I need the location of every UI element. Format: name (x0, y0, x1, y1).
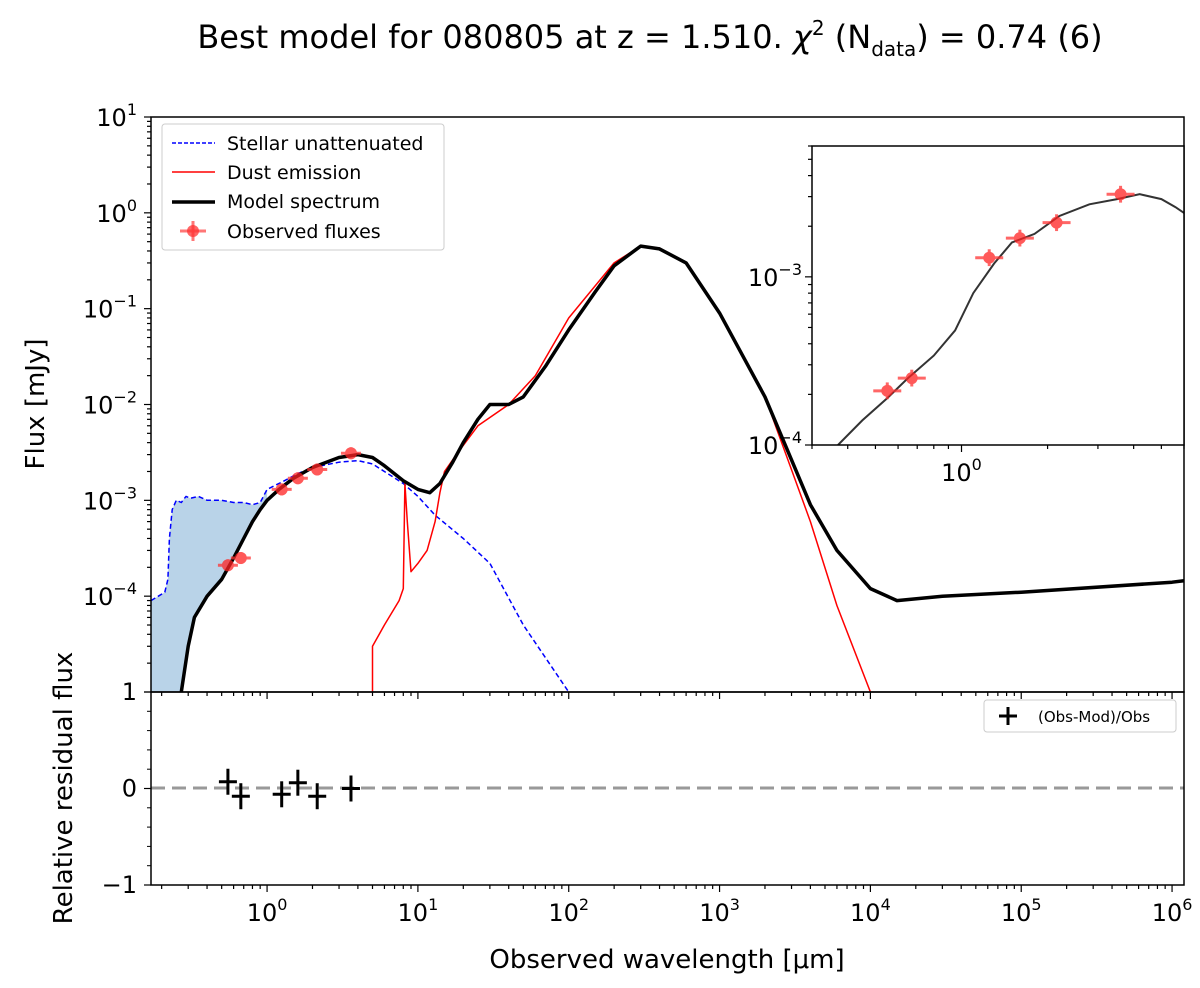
title-chi-sup: 2 (812, 16, 825, 40)
residual-ylabel: Relative residual flux (49, 652, 79, 925)
observed-flux-point-5 (340, 447, 361, 460)
residual-ytick-label-1: 0 (122, 775, 137, 803)
residual-point-2 (272, 781, 291, 808)
residual-legend: (Obs-Mod)/Obs (983, 699, 1177, 733)
inset-observed-point-2 (975, 249, 1004, 267)
main-ytick-label-0: 10−4 (83, 579, 137, 611)
residual-legend-box (983, 699, 1177, 733)
inset-series-model (837, 193, 1184, 445)
main-ylabel: Flux [mJy] (21, 339, 51, 470)
legend-box (161, 123, 445, 251)
main-ytick-label-3: 10−1 (83, 292, 137, 324)
residual-point-5 (341, 775, 360, 802)
observed-flux-point-0 (217, 559, 238, 572)
xtick-label-1: 101 (398, 895, 439, 927)
residual-ytick-label-2: −1 (102, 871, 137, 899)
inset-xtick-label-0: 100 (941, 455, 982, 487)
main-ytick-label-5: 101 (96, 100, 137, 132)
xtick-label-3: 103 (699, 895, 740, 927)
legend-marker-observed (180, 221, 206, 241)
xtick-label-6: 106 (1152, 895, 1193, 927)
series-model-spectrum (179, 244, 1184, 692)
inset-observed-point-4 (1042, 214, 1071, 232)
chart-title: Best model for 080805 at z = 1.510. χ2 (… (197, 16, 1102, 61)
xtick-label-5: 105 (1001, 895, 1042, 927)
residual-point-3 (288, 769, 307, 796)
title-chi: χ (791, 18, 813, 56)
xlabel: Observed wavelength [μm] (489, 945, 844, 975)
main-panel: 10−4 10−3 10−2 10−1 100 101 Flux [mJy] (21, 100, 1185, 699)
main-ytick-label-1: 10−3 (83, 483, 137, 515)
observed-flux-point-4 (307, 463, 328, 476)
residual-point-4 (308, 783, 327, 810)
main-ytick-label-4: 100 (96, 196, 137, 228)
inset-ytick-label-1: 10−3 (748, 260, 802, 292)
legend-label-model: Model spectrum (227, 191, 380, 213)
residual-ytick-label-0: 1 (122, 678, 137, 706)
series-stellar-unattenuated (151, 459, 570, 692)
observed-flux-point-3 (287, 472, 308, 485)
observed-flux-point-1 (230, 552, 251, 565)
title-prefix: Best model for 080805 at z = 1.510. (197, 18, 793, 56)
legend-label-stellar: Stellar unattenuated (227, 133, 424, 155)
inset-observed-point-3 (1005, 229, 1034, 247)
inset-observed-point-0 (873, 382, 902, 400)
residual-point-0 (218, 768, 237, 795)
observed-flux-point-2 (271, 483, 292, 496)
title-open: (N (825, 18, 872, 56)
legend-label-observed: Observed fluxes (227, 221, 381, 243)
residual-point-1 (231, 783, 250, 810)
title-sub: data (871, 37, 916, 61)
xtick-label-0: 100 (247, 895, 288, 927)
xtick-label-2: 102 (548, 895, 589, 927)
main-ytick-label-2: 10−2 (83, 388, 137, 420)
legend: Stellar unattenuated Dust emission Model… (161, 123, 445, 251)
residual-legend-label: (Obs-Mod)/Obs (1038, 708, 1150, 726)
unattenuated-fill (151, 489, 268, 692)
xtick-label-4: 104 (850, 895, 891, 927)
title-close: ) = 0.74 (6) (916, 18, 1102, 56)
inset-background (812, 146, 1184, 445)
residual-panel: 100 101 102 103 104 105 106 1 0 −1 Relative resi… (49, 652, 1192, 975)
inset-panel: 100 10−4 10−3 (748, 145, 1185, 487)
legend-label-dust: Dust emission (227, 162, 361, 184)
inset-observed-point-1 (897, 369, 926, 387)
inset-observed-point-5 (1106, 185, 1135, 203)
inset-frame (811, 145, 1185, 446)
inset-ytick-label-0: 10−4 (748, 428, 802, 460)
